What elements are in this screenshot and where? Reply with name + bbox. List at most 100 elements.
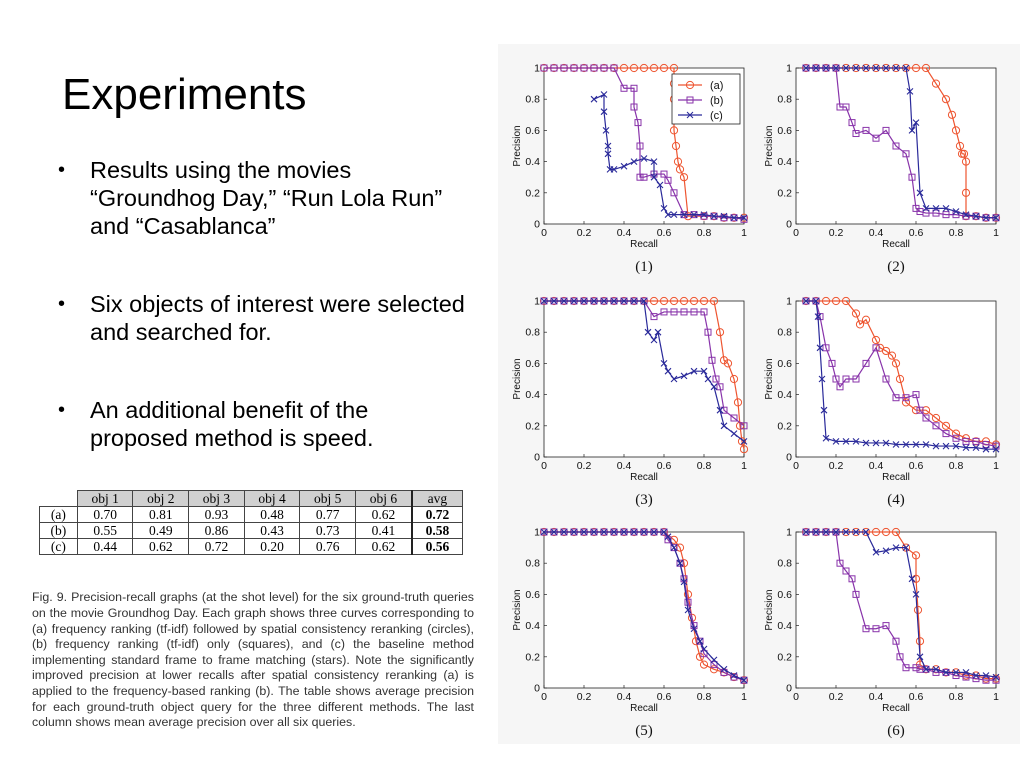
x-marker bbox=[916, 653, 924, 661]
square-marker bbox=[670, 189, 678, 197]
x-marker bbox=[812, 297, 820, 305]
square-marker bbox=[916, 406, 924, 414]
x-marker bbox=[872, 439, 880, 447]
circle-marker bbox=[689, 296, 699, 306]
x-marker bbox=[842, 64, 850, 72]
square-marker bbox=[848, 575, 856, 583]
y-tick-label: 1 bbox=[534, 527, 540, 539]
circle-marker bbox=[959, 149, 969, 158]
circle-marker bbox=[733, 398, 743, 407]
x-marker bbox=[812, 528, 820, 536]
square-marker bbox=[600, 64, 608, 72]
circle-marker bbox=[821, 296, 831, 306]
x-tick-label: 0.6 bbox=[657, 227, 672, 239]
x-tick-label: 0 bbox=[541, 691, 547, 703]
x-axis-label: Recall bbox=[630, 472, 658, 483]
square-marker bbox=[882, 126, 890, 134]
y-tick-label: 1 bbox=[786, 296, 792, 308]
x-marker bbox=[814, 313, 822, 320]
x-tick-label: 0.6 bbox=[657, 460, 672, 472]
circle-marker bbox=[659, 296, 669, 306]
x-tick-label: 1 bbox=[741, 227, 747, 239]
y-axis-label: Precision bbox=[512, 589, 523, 630]
table-cell: 0.72 bbox=[188, 538, 245, 555]
square-marker bbox=[942, 211, 950, 219]
y-tick-label: 0.8 bbox=[525, 327, 540, 339]
circle-marker bbox=[915, 637, 925, 646]
circle-marker bbox=[881, 346, 891, 356]
x-marker bbox=[620, 297, 628, 305]
x-tick-label: 0.4 bbox=[617, 691, 632, 703]
square-marker bbox=[872, 134, 880, 142]
x-marker bbox=[660, 205, 668, 212]
series-line-b bbox=[806, 67, 996, 219]
pr-chart-4: 0 0.2 0.4 0.6 0.8 1 0 0.2 0.4 0.6 0.8 1 Recall Precis… bbox=[764, 296, 1001, 508]
bullet-glyph: • bbox=[58, 399, 66, 421]
y-tick-label: 0 bbox=[534, 219, 540, 231]
x-marker bbox=[816, 344, 824, 352]
x-tick-label: 0.2 bbox=[577, 691, 592, 703]
table-cell: 0.62 bbox=[132, 538, 190, 555]
circle-marker bbox=[683, 212, 693, 221]
x-marker bbox=[730, 214, 738, 222]
circle-marker bbox=[629, 63, 639, 73]
x-marker bbox=[862, 528, 870, 536]
x-tick-label: 0 bbox=[793, 691, 799, 703]
series-line-c bbox=[806, 300, 996, 450]
circle-marker bbox=[955, 141, 965, 151]
x-marker bbox=[818, 375, 826, 383]
x-marker bbox=[892, 441, 900, 448]
x-marker bbox=[842, 528, 850, 536]
average-precision-table: obj 1 obj 2 obj 3 obj 4 obj 5 obj 6 avg … bbox=[39, 490, 463, 555]
square-marker bbox=[690, 308, 698, 316]
circle-marker bbox=[895, 374, 905, 384]
x-marker bbox=[862, 64, 870, 72]
square-marker bbox=[962, 212, 970, 220]
square-marker bbox=[640, 173, 648, 181]
pr-chart-5: 0 0.2 0.4 0.6 0.8 1 0 0.2 0.4 0.6 0.8 1 Recall Precis… bbox=[512, 527, 749, 739]
y-tick-label: 0.8 bbox=[777, 327, 792, 339]
x-marker bbox=[932, 665, 940, 673]
plot-area bbox=[795, 531, 997, 689]
x-tick-label: 0.2 bbox=[577, 460, 592, 472]
table-row: (c) 0.44 0.62 0.72 0.20 0.76 0.62 0.56 bbox=[39, 538, 463, 555]
x-marker bbox=[670, 211, 678, 219]
y-tick-label: 0.8 bbox=[525, 558, 540, 570]
panel-label: (2) bbox=[887, 259, 905, 275]
x-marker bbox=[654, 328, 662, 336]
x-marker bbox=[650, 528, 658, 536]
legend-label: (b) bbox=[710, 95, 723, 107]
square-marker bbox=[962, 437, 970, 445]
x-marker bbox=[802, 64, 810, 72]
square-marker bbox=[686, 96, 694, 104]
x-marker bbox=[570, 528, 578, 536]
legend-label: (c) bbox=[710, 110, 723, 122]
table-row: (a) 0.70 0.81 0.93 0.48 0.77 0.62 0.72 bbox=[39, 506, 463, 523]
square-marker bbox=[892, 142, 900, 150]
row-label: (a) bbox=[39, 506, 78, 523]
table-header-cell: obj 6 bbox=[354, 490, 413, 507]
square-marker bbox=[842, 567, 850, 575]
circle-marker bbox=[679, 173, 689, 182]
x-marker bbox=[656, 181, 664, 189]
square-marker bbox=[650, 313, 658, 321]
x-marker bbox=[550, 528, 558, 536]
x-marker bbox=[540, 528, 548, 536]
circle-marker bbox=[679, 296, 689, 306]
x-marker bbox=[670, 544, 678, 551]
y-tick-label: 0.4 bbox=[525, 620, 540, 632]
square-marker bbox=[670, 544, 678, 552]
square-marker bbox=[872, 625, 880, 633]
circle-marker bbox=[887, 351, 897, 360]
table-corner-cell bbox=[39, 490, 78, 507]
square-marker bbox=[676, 559, 684, 567]
circle-marker bbox=[921, 63, 931, 73]
bullet-list: • Results using the movies “Groundhog Day… bbox=[50, 156, 470, 502]
table-cell: 0.43 bbox=[243, 522, 301, 539]
bullet-glyph: • bbox=[58, 159, 66, 181]
square-marker bbox=[982, 441, 990, 449]
square-marker bbox=[560, 64, 568, 72]
x-marker bbox=[902, 544, 910, 551]
square-marker bbox=[912, 664, 920, 672]
x-tick-label: 0.8 bbox=[949, 227, 964, 239]
